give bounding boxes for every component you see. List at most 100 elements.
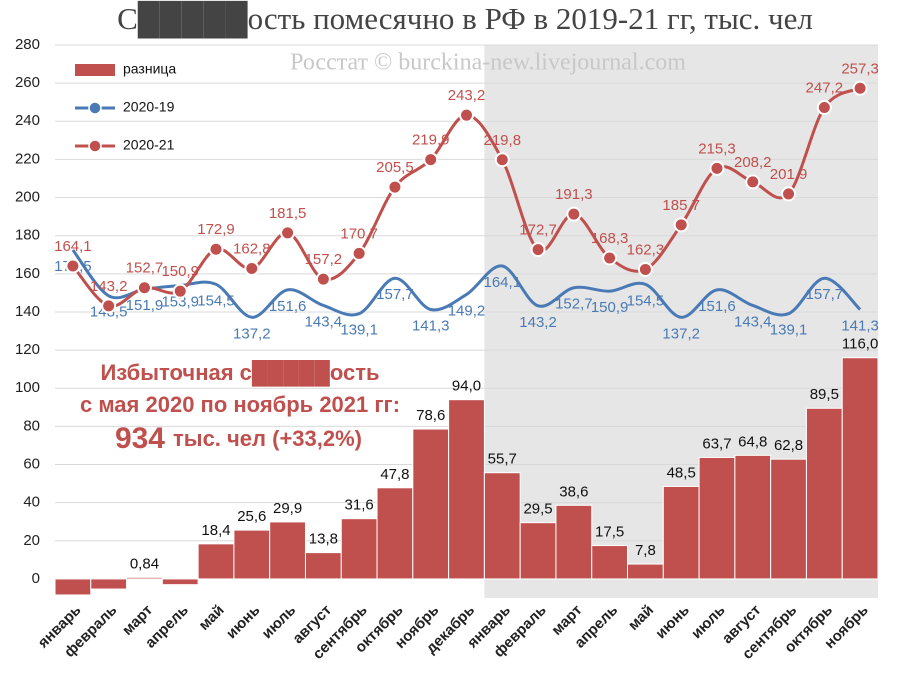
line-value-label: 164,1	[484, 274, 522, 291]
line-value-label: 215,3	[698, 140, 736, 157]
line-marker	[781, 186, 797, 202]
line-value-label: 157,7	[806, 286, 844, 303]
line-value-label: 149,2	[448, 302, 486, 319]
bar	[376, 487, 414, 580]
line-marker	[244, 260, 260, 276]
bar	[448, 399, 485, 580]
y-tick-label: 80	[23, 417, 40, 434]
bar	[161, 578, 199, 586]
y-tick-label: 280	[15, 36, 40, 53]
bar-value-label: 64,8	[738, 433, 767, 450]
line-value-label: 139,1	[770, 322, 808, 339]
bar	[269, 521, 306, 580]
line-value-label: 201,9	[770, 166, 808, 183]
line-value-label: 153,9	[161, 293, 199, 310]
annotation-line: Избыточная с█████ость	[100, 359, 379, 387]
line-value-label: 152,7	[555, 296, 593, 313]
line-value-label: 181,5	[269, 205, 307, 222]
line-marker	[494, 152, 510, 168]
y-tick-label: 260	[15, 74, 40, 91]
bar	[126, 576, 163, 580]
line-marker	[65, 258, 81, 274]
line-value-label: 137,2	[662, 325, 700, 342]
annotation: Избыточная с█████ость с мая 2020 по нояб…	[80, 359, 400, 455]
bar	[197, 543, 235, 580]
bar-value-label: 48,5	[667, 464, 696, 481]
line-marker	[709, 160, 725, 176]
line-marker	[459, 107, 474, 123]
y-tick-label: 140	[15, 303, 40, 320]
line-marker	[280, 225, 296, 241]
line-marker	[351, 245, 367, 261]
line-marker	[637, 261, 653, 277]
bar	[483, 472, 521, 580]
bar	[662, 485, 700, 580]
line-marker	[673, 217, 689, 233]
bar-value-label: 78,6	[416, 407, 445, 424]
line-marker	[566, 206, 582, 222]
line-value-label: 143,4	[305, 313, 343, 330]
line-value-label: 154,5	[627, 292, 665, 309]
y-tick-label: 100	[15, 379, 40, 396]
line-value-label: 137,2	[233, 325, 271, 342]
y-tick-label: 200	[15, 189, 40, 206]
annotation-line: с мая 2020 по ноябрь 2021 гг:	[80, 392, 400, 417]
annotation-line: тыс. чел (+33,2%)	[173, 426, 362, 451]
bar	[54, 578, 92, 596]
watermark: Росстат © burckina-new.livejournal.com	[290, 50, 686, 76]
line-marker	[816, 100, 832, 116]
line-value-label: 150,9	[161, 263, 199, 280]
y-tick-label: 120	[15, 341, 40, 358]
line-value-label: 152,7	[126, 260, 164, 277]
line-value-label: 157,7	[376, 286, 414, 303]
bar-value-label: 47,8	[380, 466, 409, 483]
legend-label: разница	[123, 61, 176, 77]
bar-value-label: 94,0	[452, 378, 481, 395]
legend-label: 2020-19	[123, 99, 175, 115]
line-marker	[315, 271, 331, 287]
line-value-label: 243,2	[448, 87, 486, 104]
line-marker	[208, 241, 224, 257]
legend-swatch	[75, 64, 115, 76]
line-value-label: 143,4	[734, 313, 772, 330]
line-value-label: 168,3	[591, 230, 629, 247]
bar	[770, 458, 807, 580]
line-value-label: 151,6	[698, 298, 736, 315]
line-value-label: 219,8	[484, 132, 522, 149]
bar	[555, 504, 593, 580]
line-value-label: 205,5	[376, 159, 414, 176]
y-tick-label: 240	[15, 112, 40, 129]
line-value-label: 143,2	[519, 314, 557, 331]
y-tick-label: 0	[32, 570, 40, 587]
bar-value-label: 55,7	[488, 451, 517, 468]
line-value-label: 150,9	[591, 299, 629, 316]
line-value-label: 162,3	[627, 241, 665, 258]
bar-value-label: 38,6	[559, 483, 588, 500]
line-value-label: 141,3	[841, 317, 879, 334]
line-value-label: 164,1	[54, 238, 92, 255]
bar	[591, 545, 629, 580]
line-value-label: 208,2	[734, 154, 772, 171]
line	[71, 249, 862, 319]
bar-value-label: 25,6	[237, 508, 266, 525]
line-value-label: 141,3	[412, 317, 450, 334]
line-marker	[101, 298, 117, 314]
line-marker	[852, 80, 868, 96]
line-value-label: 257,3	[841, 60, 879, 77]
line-value-label: 219,9	[412, 132, 450, 149]
line-value-label: 143,2	[90, 278, 128, 295]
line-marker	[423, 152, 439, 168]
line-marker	[745, 174, 761, 190]
bar-value-label: 0,84	[130, 555, 159, 572]
line-value-label: 139,1	[340, 322, 378, 339]
bar-value-label: 62,8	[774, 437, 803, 454]
line-value-label: 154,5	[197, 292, 235, 309]
bar	[90, 578, 128, 590]
bar	[340, 518, 378, 580]
y-tick-label: 40	[23, 494, 40, 511]
line-value-label: 185,7	[662, 197, 700, 214]
line-value-label: 151,9	[126, 297, 164, 314]
bar-value-label: 31,6	[345, 497, 374, 514]
bar-value-label: 18,4	[201, 522, 230, 539]
bar	[412, 428, 450, 580]
